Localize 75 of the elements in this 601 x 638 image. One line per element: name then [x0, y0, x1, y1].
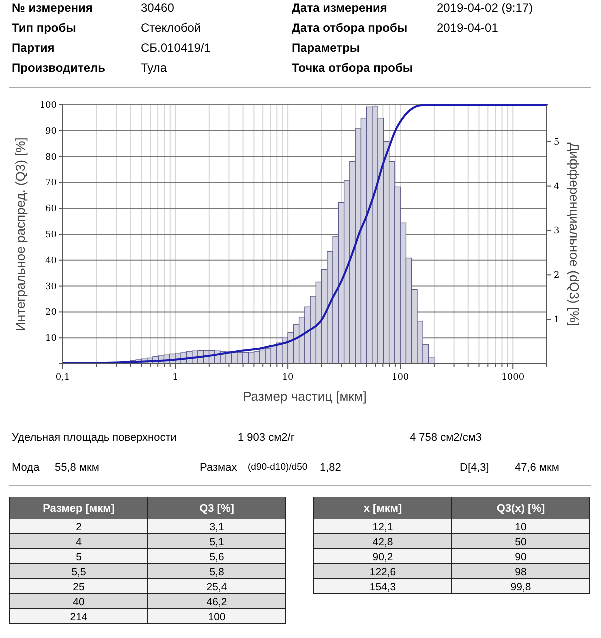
text: Размер [мкм]	[43, 503, 116, 515]
text: Размах	[200, 462, 238, 474]
text: 214	[70, 612, 88, 624]
text: 25,4	[206, 582, 228, 594]
text: D[4,3]	[460, 462, 490, 474]
x-tick-label: 100	[392, 373, 410, 383]
text: Мода	[12, 462, 41, 474]
text: Q3(x) [%]	[496, 503, 546, 515]
x-tick-label: 1	[172, 373, 178, 383]
text: 2019-04-02 (9:17)	[437, 1, 534, 15]
text: 10	[515, 522, 527, 534]
text: 5,6	[210, 552, 224, 564]
text: 154,3	[370, 582, 396, 594]
text: 2	[76, 522, 82, 534]
y2-tick-label: 4	[554, 182, 560, 192]
text: Точка отбора пробы	[292, 61, 414, 75]
text: Удельная площадь поверхности	[12, 432, 177, 444]
text: 30460	[141, 1, 175, 15]
text: 47,6 мкм	[515, 462, 560, 474]
text: Дата измерения	[292, 1, 388, 15]
text: 12,1	[372, 522, 394, 534]
y2-tick-label: 1	[554, 316, 560, 326]
text: Партия	[12, 41, 55, 55]
text: 1,82	[320, 462, 342, 474]
text: 5	[76, 552, 82, 564]
y-tick-label: 70	[46, 178, 58, 189]
x-tick-label: 1000	[502, 373, 525, 383]
text: x [мкм]	[364, 503, 402, 515]
text: 25	[73, 582, 85, 594]
text: (d90-d10)/d50	[248, 462, 308, 473]
x-tick-label: 10	[282, 373, 294, 383]
text: 90	[515, 552, 527, 564]
text: 3,1	[210, 522, 224, 534]
x-tick-label: 0,1	[56, 373, 70, 383]
text: 55,8 мкм	[55, 462, 100, 474]
y-tick-label: 60	[46, 204, 58, 215]
text: 98	[515, 566, 527, 578]
y-axis-title: Интегральное распред. (Q3) [%]	[13, 138, 28, 332]
y-tick-label: 80	[46, 152, 58, 163]
y-tick-label: 10	[46, 334, 58, 344]
y-tick-label: 40	[46, 256, 58, 266]
y2-tick-label: 3	[554, 226, 560, 237]
y-tick-label: 90	[46, 126, 58, 137]
text: 40	[73, 596, 85, 608]
text: 42,8	[372, 536, 394, 548]
text: № измерения	[12, 1, 93, 15]
text: 100	[208, 612, 226, 624]
text: Стеклобой	[141, 21, 202, 35]
text: 5,8	[210, 566, 224, 578]
text: 1 903 см2/г	[238, 432, 295, 444]
text: 5,1	[210, 536, 224, 548]
text: 5,5	[72, 566, 86, 578]
y-tick-label: 50	[46, 230, 58, 240]
text: 2019-04-01	[437, 21, 499, 35]
y-tick-label: 20	[46, 308, 58, 318]
text: Q3 [%]	[200, 503, 235, 515]
text: СБ.010419/1	[141, 41, 212, 55]
y2-tick-label: 5	[554, 138, 560, 148]
text: Тип пробы	[12, 21, 76, 35]
text: 4	[76, 536, 82, 548]
text: 4 758 см2/см3	[410, 432, 482, 444]
y2-tick-label: 2	[554, 271, 560, 282]
text: Тула	[141, 61, 168, 75]
text: 99,8	[510, 582, 532, 594]
text: 90,2	[372, 552, 394, 564]
x-axis-title: Размер частиц [мкм]	[243, 389, 367, 404]
text: Производитель	[12, 61, 106, 75]
y-tick-label: 100	[40, 101, 58, 111]
y2-axis-title: Дифференциальное (dQ3) [%]	[567, 142, 582, 326]
text: Параметры	[292, 41, 360, 55]
y-tick-label: 30	[46, 282, 58, 292]
text: 46,2	[206, 596, 228, 608]
text: Дата отбора пробы	[292, 21, 408, 35]
text: 50	[515, 536, 527, 548]
text: 122,6	[370, 566, 396, 578]
